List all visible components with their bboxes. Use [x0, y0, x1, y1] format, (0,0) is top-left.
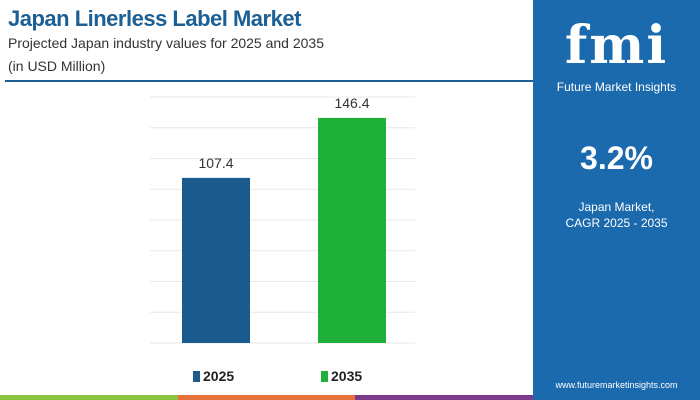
legend-item-2025: 2025 — [193, 368, 234, 384]
fmi-logo: fmi — [564, 15, 669, 76]
chart-title: Japan Linerless Label Market — [8, 6, 301, 31]
bar-2035 — [318, 117, 386, 343]
side-panel: fmi Future Market Insights 3.2% Japan Ma… — [533, 0, 700, 400]
header-divider — [5, 80, 533, 82]
legend-swatch — [193, 370, 200, 382]
legend-label: 2035 — [331, 368, 363, 384]
legend-swatch — [321, 370, 328, 382]
chart-subtitle: Projected Japan industry values for 2025… — [8, 35, 324, 51]
bar-2025 — [182, 177, 250, 343]
brand-name: Future Market Insights — [556, 80, 677, 94]
data-label-2035: 146.4 — [334, 95, 369, 111]
cagr-period: CAGR 2025 - 2035 — [565, 216, 668, 230]
strip-orange — [178, 395, 355, 400]
chart-unit: (in USD Million) — [8, 58, 106, 74]
data-label-2025: 107.4 — [198, 155, 233, 171]
strip-green — [0, 395, 178, 400]
cagr-value: 3.2% — [580, 140, 653, 176]
website-link[interactable]: www.futuremarketinsights.com — [555, 380, 678, 390]
bar-chart: 107.4 146.4 — [150, 95, 415, 344]
legend-item-2035: 2035 — [321, 368, 362, 384]
legend-label: 2025 — [203, 368, 235, 384]
strip-purple — [355, 395, 533, 400]
cagr-label: Japan Market, — [578, 200, 655, 214]
